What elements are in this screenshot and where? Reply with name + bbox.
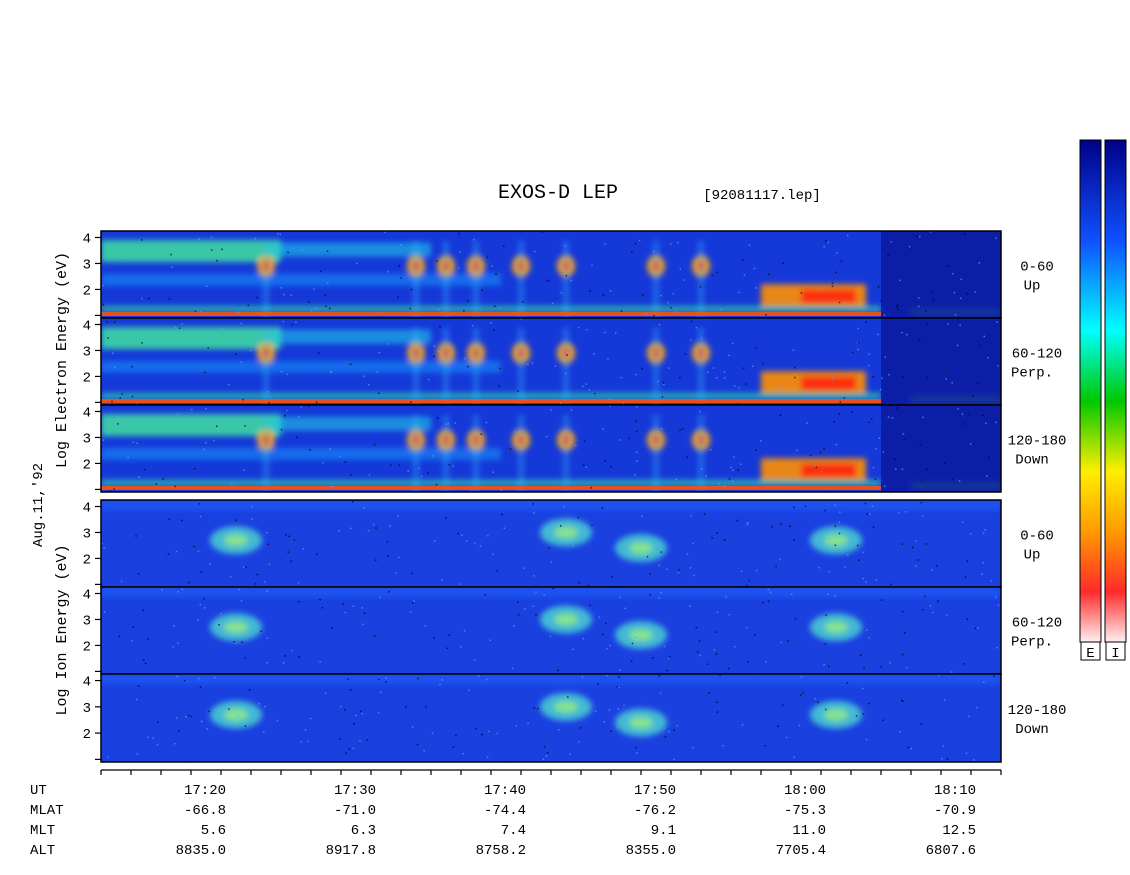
panel-direction-label: Up xyxy=(1024,279,1041,295)
panel-labels: 0-60 Up 60-120 Perp. 120-180 Down 0-60 Up 60-120… xyxy=(1008,260,1067,739)
panel-angle-label: 60-120 xyxy=(1012,347,1062,363)
panel-angle-label: 0-60 xyxy=(1020,260,1054,276)
panel-angle-label: 120-180 xyxy=(1008,703,1067,719)
axis-value-mlt: 9.1 xyxy=(651,823,676,839)
axis-row-label: ALT xyxy=(30,843,55,859)
y-tick-label: 2 xyxy=(83,457,91,473)
panel-direction-label: Perp. xyxy=(1011,366,1053,382)
ion-panel-3 xyxy=(100,673,1002,763)
axis-value-alt: 8355.0 xyxy=(626,843,676,859)
axis-value-alt: 7705.4 xyxy=(776,843,826,859)
y-tick-label: 4 xyxy=(83,231,91,247)
colorbar-label-box xyxy=(1105,641,1126,661)
axis-value-ut: 17:50 xyxy=(634,783,676,799)
file-label: [92081117.lep] xyxy=(703,188,821,204)
y-tick-label: 4 xyxy=(83,587,91,603)
axis-value-mlt: 7.4 xyxy=(501,823,526,839)
y-tick-label: 3 xyxy=(83,701,91,717)
y-tick-label: 2 xyxy=(83,370,91,386)
axis-value-mlt: 12.5 xyxy=(942,823,976,839)
ion-panel-1 xyxy=(100,499,1002,588)
ion-panel-2 xyxy=(100,586,1002,675)
y-tick-label: 2 xyxy=(83,727,91,743)
axis-value-mlat: -71.0 xyxy=(334,803,376,819)
axis-value-mlat: -70.9 xyxy=(934,803,976,819)
axis-value-mlat: -76.2 xyxy=(634,803,676,819)
colorbar-label: I xyxy=(1111,646,1119,662)
y-tick-label: 3 xyxy=(83,431,91,447)
axis-row-label: MLT xyxy=(30,823,55,839)
colorbar-I xyxy=(1104,139,1127,643)
y-tick-label: 3 xyxy=(83,344,91,360)
axis-value-alt: 6807.6 xyxy=(926,843,976,859)
colorbar-label: E xyxy=(1086,646,1094,662)
panel-direction-label: Down xyxy=(1015,722,1049,738)
y-tick-label: 4 xyxy=(83,500,91,516)
panel-frame xyxy=(100,404,1002,493)
electron-ylabel: Log Electron Energy (eV) xyxy=(54,252,71,468)
axis-value-mlt: 5.6 xyxy=(201,823,226,839)
y-tick-label: 3 xyxy=(83,526,91,542)
axis-value-alt: 8758.2 xyxy=(476,843,526,859)
axis-row-label: MLAT xyxy=(30,803,64,819)
colorbar-label-box xyxy=(1080,641,1101,661)
axis-value-alt: 8917.8 xyxy=(326,843,376,859)
electron-panel-2 xyxy=(100,317,1002,406)
y-tick-labels: 4 3 2 4 3 2 4 3 2 4 3 2 4 3 2 4 3 2 xyxy=(83,231,101,760)
colorbar-E xyxy=(1079,139,1102,643)
date-label: Aug.11,'92 xyxy=(31,463,47,547)
panel-angle-label: 60-120 xyxy=(1012,616,1062,632)
panel-direction-label: Down xyxy=(1015,453,1049,469)
electron-panel-3 xyxy=(100,404,1002,493)
axis-value-ut: 18:00 xyxy=(784,783,826,799)
electron-panel-1 xyxy=(100,230,1002,319)
axis-value-ut: 18:10 xyxy=(934,783,976,799)
panel-direction-label: Perp. xyxy=(1011,635,1053,651)
y-tick-label: 3 xyxy=(83,613,91,629)
y-tick-label: 4 xyxy=(83,318,91,334)
chart-title: EXOS-D LEP xyxy=(498,182,618,205)
panel-angle-label: 0-60 xyxy=(1020,529,1054,545)
axis-value-ut: 17:20 xyxy=(184,783,226,799)
y-tick-label: 4 xyxy=(83,405,91,421)
axis-value-alt: 8835.0 xyxy=(176,843,226,859)
axis-value-ut: 17:40 xyxy=(484,783,526,799)
axis-value-mlat: -74.4 xyxy=(484,803,526,819)
axis-value-mlt: 6.3 xyxy=(351,823,376,839)
axis-value-mlat: -66.8 xyxy=(184,803,226,819)
y-tick-label: 3 xyxy=(83,257,91,273)
y-tick-label: 4 xyxy=(83,675,91,691)
y-tick-label: 2 xyxy=(83,639,91,655)
axis-row-label: UT xyxy=(30,783,47,799)
y-tick-label: 2 xyxy=(83,552,91,568)
axis-value-ut: 17:30 xyxy=(334,783,376,799)
y-tick-label: 2 xyxy=(83,283,91,299)
time-axis: UT MLAT MLT ALT 17:20 -66.8 5.6 8835.0 17:30 -71.… xyxy=(30,769,1002,859)
panel-frame xyxy=(100,673,1002,763)
axis-value-mlat: -75.3 xyxy=(784,803,826,819)
ion-ylabel: Log Ion Energy (eV) xyxy=(54,544,71,715)
spectrogram-panels xyxy=(100,230,1002,763)
panel-angle-label: 120-180 xyxy=(1008,434,1067,450)
panel-direction-label: Up xyxy=(1024,548,1041,564)
axis-value-mlt: 11.0 xyxy=(792,823,826,839)
